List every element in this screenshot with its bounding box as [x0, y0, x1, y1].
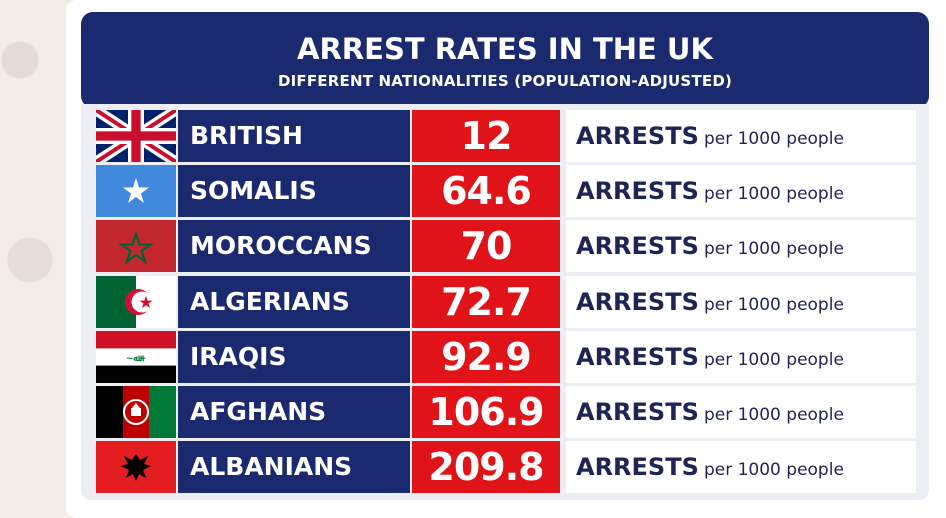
chart-subtitle: DIFFERENT NATIONALITIES (POPULATION-ADJU…: [277, 72, 733, 90]
unit-detail: per 1000 people: [703, 129, 844, 149]
unit-label: ARRESTS per 1000 people: [566, 275, 916, 328]
unit-main: ARRESTS: [576, 342, 699, 371]
chart-title: ARREST RATES IN THE UK: [297, 32, 713, 66]
unit-label: ARRESTS per 1000 people: [566, 330, 916, 383]
unit-label: ARRESTS per 1000 people: [566, 386, 916, 438]
unit-detail: per 1000 people: [703, 239, 844, 260]
arrest-rate-value: 64.6: [412, 165, 560, 218]
arrest-rate-value: 70: [412, 220, 560, 273]
table-row: ALGERIANS 72.7 ARRESTS per 1000 people: [96, 275, 916, 328]
arrest-rate-value: 72.7: [412, 275, 560, 328]
unit-main: ARRESTS: [576, 398, 699, 426]
unit-detail: per 1000 people: [703, 349, 844, 370]
nationality-label: BRITISH: [178, 110, 410, 162]
unit-main: ARRESTS: [576, 232, 699, 261]
arrest-rate-value: 106.9: [412, 386, 560, 438]
unit-label: ARRESTS per 1000 people: [566, 165, 916, 218]
arrest-rate-value: 209.8: [412, 441, 560, 494]
nationality-label: SOMALIS: [178, 165, 410, 218]
table-row: SOMALIS 64.6 ARRESTS per 1000 people: [96, 165, 916, 218]
algeria-flag-icon: [96, 275, 176, 328]
unit-detail: per 1000 people: [703, 184, 844, 205]
albania-flag-icon: [96, 441, 176, 494]
unit-main: ARRESTS: [576, 287, 699, 316]
unit-main: ARRESTS: [576, 177, 699, 206]
unit-detail: per 1000 people: [703, 460, 844, 481]
table-row: ALBANIANS 209.8 ARRESTS per 1000 people: [96, 441, 916, 494]
unit-main: ARRESTS: [576, 122, 699, 150]
nationality-label: ALGERIANS: [178, 275, 410, 328]
header-banner: ARREST RATES IN THE UK DIFFERENT NATIONA…: [81, 12, 929, 108]
afghanistan-flag-icon: [96, 386, 176, 438]
nationality-label: AFGHANS: [178, 386, 410, 438]
nationality-label: MOROCCANS: [178, 220, 410, 273]
united-kingdom-flag-icon: [96, 110, 176, 162]
nationality-label: IRAQIS: [178, 330, 410, 383]
table-row: AFGHANS 106.9 ARRESTS per 1000 people: [96, 386, 916, 438]
unit-main: ARRESTS: [576, 453, 699, 482]
unit-label: ARRESTS per 1000 people: [566, 220, 916, 273]
morocco-flag-icon: [96, 220, 176, 273]
arrest-rate-value: 92.9: [412, 330, 560, 383]
svg-text:~ﷲ~: ~ﷲ~: [126, 354, 146, 364]
table-row: ~ﷲ~ IRAQIS 92.9 ARRESTS per 1000 people: [96, 330, 916, 383]
table-row: MOROCCANS 70 ARRESTS per 1000 people: [96, 220, 916, 273]
somalia-flag-icon: [96, 165, 176, 218]
unit-detail: per 1000 people: [703, 405, 844, 425]
unit-label: ARRESTS per 1000 people: [566, 441, 916, 494]
arrest-rate-value: 12: [412, 110, 560, 162]
iraq-flag-icon: ~ﷲ~: [96, 330, 176, 383]
nationality-label: ALBANIANS: [178, 441, 410, 494]
table-row: BRITISH 12 ARRESTS per 1000 people: [96, 110, 916, 162]
unit-detail: per 1000 people: [703, 294, 844, 315]
unit-label: ARRESTS per 1000 people: [566, 110, 916, 162]
